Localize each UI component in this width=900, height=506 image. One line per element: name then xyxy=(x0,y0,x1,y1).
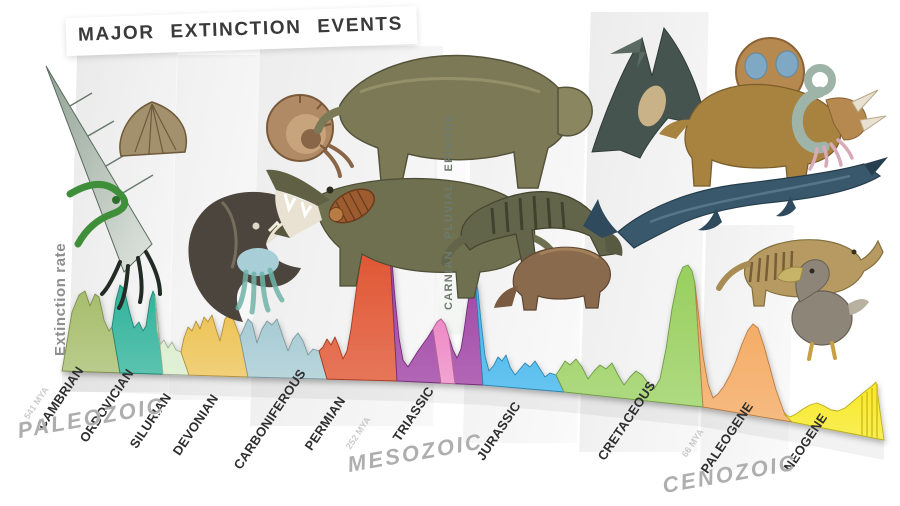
conodont-eel-illustration xyxy=(66,181,129,248)
dodo-illustration xyxy=(776,259,869,361)
jellyfish-illustration xyxy=(235,248,285,315)
trilobite-illustration xyxy=(328,188,375,224)
period-segment-neogene xyxy=(783,381,885,441)
extinction-curve xyxy=(61,218,885,441)
scutosaurus-illustration xyxy=(314,54,593,193)
period-segment-carnian-pluvial-stripe xyxy=(432,318,456,385)
mosasaur-illustration xyxy=(583,157,888,249)
period-segment-carboniferous xyxy=(239,318,328,380)
page-title: MAJOR EXTINCTION EVENTS xyxy=(77,13,404,46)
dicynodont-illustration xyxy=(494,246,611,311)
brachiopod-shell-illustration xyxy=(119,101,187,157)
period-segment-cretaceous xyxy=(555,264,704,408)
orthocone-nautiloid-illustration xyxy=(45,65,162,310)
y-axis-label: Extinction rate xyxy=(52,242,69,356)
period-segment-silurian xyxy=(154,295,190,376)
pteranodon-illustration xyxy=(591,26,707,159)
chart-floor-shadow xyxy=(62,371,884,460)
carnian-pluvial-episode-label: CARNIAN PLUVIAL EPISODE xyxy=(443,113,455,311)
heteromorph-ammonite-illustration xyxy=(791,64,854,171)
ammonite-illustration xyxy=(266,94,354,178)
period-segment-jurassic xyxy=(474,276,565,393)
triceratops-illustration xyxy=(659,37,887,189)
period-segment-paleogene xyxy=(694,283,793,423)
